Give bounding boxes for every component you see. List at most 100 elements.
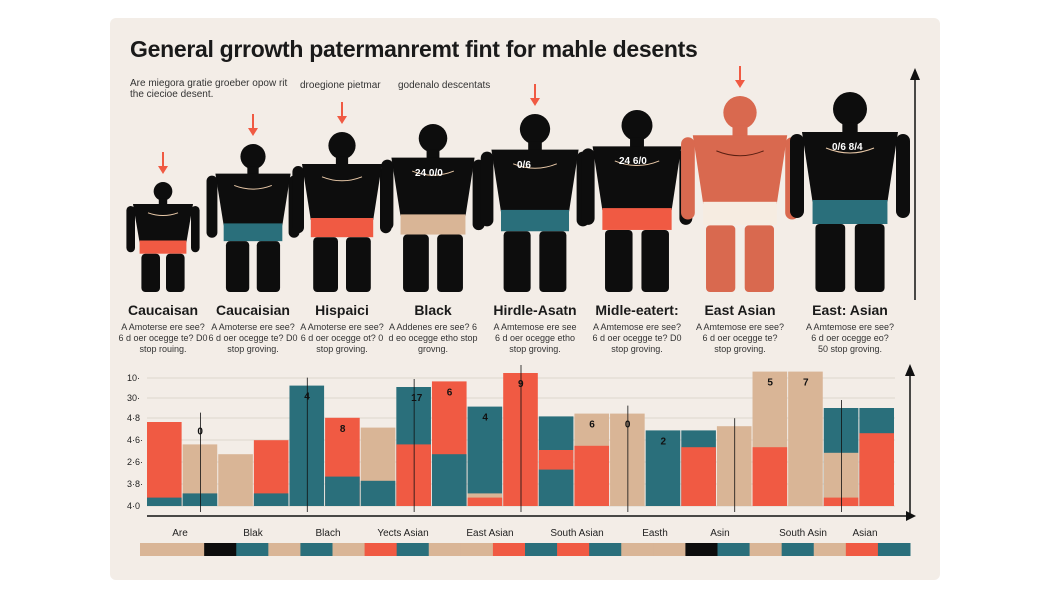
figure-left-leg bbox=[605, 229, 633, 292]
figure-shorts bbox=[703, 201, 777, 226]
bar-data-label: 6 bbox=[447, 387, 453, 398]
figure-label: Caucaisan bbox=[127, 302, 199, 318]
figure-chest-line bbox=[825, 147, 875, 154]
figure-description: A Amtemose ere see 6 d oer ocegge etho s… bbox=[493, 322, 577, 354]
figure-left-arm bbox=[681, 137, 695, 220]
bar-segment-tan bbox=[610, 413, 645, 506]
figure-neck bbox=[247, 166, 259, 175]
bar-data-label: 2 bbox=[660, 436, 666, 447]
figure-head bbox=[621, 110, 653, 141]
figure-shorts bbox=[139, 240, 187, 254]
figure-left-leg bbox=[313, 237, 338, 292]
figure-right-leg bbox=[641, 229, 669, 292]
down-arrow-head bbox=[735, 80, 745, 88]
legend-strip-swatch bbox=[172, 543, 205, 556]
bar-3 bbox=[218, 454, 253, 506]
legend-strip-swatch bbox=[685, 543, 718, 556]
bar-segment-coral bbox=[681, 447, 716, 506]
x-category-label: Blak bbox=[243, 528, 263, 539]
figure-chest-line bbox=[234, 184, 272, 190]
figure-left-leg bbox=[503, 231, 531, 292]
legend-strip-swatch bbox=[332, 543, 366, 556]
figure-left-arm bbox=[790, 134, 804, 218]
legend-strip-swatch bbox=[653, 543, 686, 556]
bar-segment-tan bbox=[218, 454, 253, 506]
figure-2 bbox=[206, 114, 300, 292]
figure-description: A Amoterse ere see? 6 d oer ocegge te? D… bbox=[208, 322, 298, 354]
y-tick-label: 2·6· bbox=[127, 457, 143, 467]
bar-segment-teal bbox=[289, 385, 325, 506]
bar-segment-teal bbox=[645, 430, 681, 506]
figure-left-leg bbox=[225, 241, 250, 292]
figure-right-leg bbox=[854, 224, 885, 292]
bar-segment-teal bbox=[253, 493, 289, 506]
growth-arrow-head bbox=[910, 68, 920, 80]
bar-segment-teal bbox=[182, 493, 218, 506]
figure-right-arm bbox=[191, 206, 200, 253]
bar-segment-coral bbox=[574, 445, 610, 506]
figure-shorts bbox=[223, 223, 283, 242]
figure-right-leg bbox=[256, 241, 281, 292]
figure-marking: 0/6 bbox=[517, 159, 531, 171]
figure-right-leg bbox=[744, 225, 774, 292]
bar-segment-coral bbox=[752, 447, 788, 506]
figure-chest-line bbox=[321, 176, 363, 182]
x-category-label: Blach bbox=[315, 528, 340, 539]
bar-21 bbox=[859, 408, 894, 506]
legend-strip-swatch bbox=[749, 543, 783, 556]
figure-marking: 24 0/0 bbox=[415, 167, 443, 179]
figure-1 bbox=[126, 152, 200, 292]
bar-data-label: 8 bbox=[340, 424, 346, 435]
bar-segment-tan bbox=[716, 426, 752, 506]
figure-left-arm bbox=[581, 148, 595, 225]
y-tick-label: 3·8· bbox=[127, 479, 143, 489]
down-arrow-head bbox=[158, 166, 168, 174]
bar-segment-teal bbox=[147, 497, 182, 506]
bar-17 bbox=[716, 418, 752, 512]
figure-left-leg bbox=[815, 224, 846, 292]
bar-12 bbox=[538, 416, 574, 506]
figure-right-arm bbox=[896, 134, 910, 218]
bar-4 bbox=[253, 440, 289, 506]
x-category-label: Are bbox=[172, 528, 188, 539]
figure-head bbox=[418, 124, 448, 153]
bar-1 bbox=[147, 422, 182, 506]
y-tick-label: 4·6· bbox=[127, 435, 143, 445]
figure-torso bbox=[491, 149, 579, 212]
bar-data-label: 6 bbox=[589, 420, 595, 431]
bar-6 bbox=[325, 417, 360, 506]
x-category-label: South Asian bbox=[550, 528, 603, 539]
figure-shorts bbox=[500, 209, 570, 232]
bar-data-label: 4 bbox=[482, 413, 488, 424]
bar-18 bbox=[752, 371, 788, 506]
bar-segment-teal bbox=[538, 469, 574, 506]
x-category-label: Asian bbox=[852, 528, 877, 539]
figure-left-arm bbox=[480, 151, 494, 227]
figure-chest-line bbox=[412, 170, 454, 176]
bar-segment-teal bbox=[467, 406, 503, 506]
figure-4 bbox=[381, 124, 485, 292]
figure-left-leg bbox=[141, 253, 160, 292]
bar-5 bbox=[289, 377, 325, 512]
legend-strip-swatch bbox=[557, 543, 590, 556]
figure-torso bbox=[592, 146, 682, 211]
figure-right-leg bbox=[539, 231, 567, 292]
figure-head bbox=[519, 114, 551, 145]
figure-chest-line bbox=[147, 212, 179, 217]
figure-description: A Addenes ere see? 6 d eo ocegge etho st… bbox=[388, 322, 478, 354]
annotation-note-2: droegione pietmar bbox=[300, 80, 381, 91]
figure-8 bbox=[790, 92, 910, 292]
figure-shorts bbox=[812, 200, 888, 224]
chart-title: General grrowth patermanremt fint for ma… bbox=[130, 36, 698, 62]
bar-segment-tan bbox=[788, 371, 823, 506]
x-category-label: Yects Asian bbox=[377, 528, 428, 539]
figure-description: A Amtemose ere see? 6 d oer ocegge te? D… bbox=[592, 322, 682, 354]
y-tick-label: 4·8 bbox=[127, 413, 140, 423]
figure-7 bbox=[681, 66, 799, 292]
bar-10 bbox=[467, 406, 503, 506]
bar-13 bbox=[574, 413, 610, 506]
bar-19 bbox=[788, 371, 823, 506]
figure-left-arm bbox=[292, 166, 304, 234]
figure-shorts bbox=[310, 218, 374, 238]
figure-chest-line bbox=[614, 160, 660, 167]
